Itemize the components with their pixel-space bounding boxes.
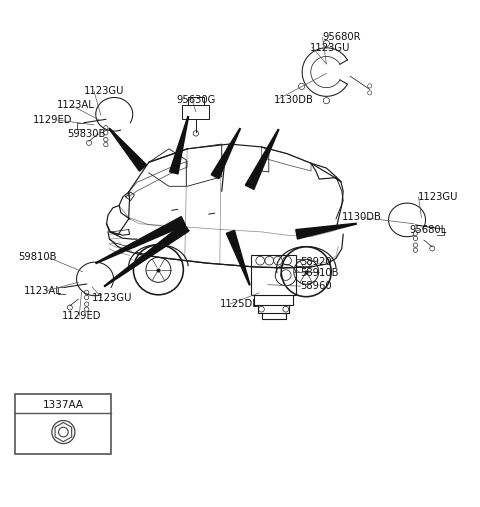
Text: 1130DB: 1130DB [274,95,313,105]
Text: 1129ED: 1129ED [61,311,101,321]
Bar [15,394,111,454]
Text: 1123GU: 1123GU [418,192,458,202]
Polygon shape [96,216,185,264]
Text: 59810B: 59810B [18,252,57,262]
Text: 1125DL: 1125DL [220,299,259,309]
Polygon shape [296,223,356,239]
Text: 1123AL: 1123AL [57,100,95,110]
Text: 58920: 58920 [300,257,332,267]
Bar [251,256,296,295]
Polygon shape [245,129,279,190]
Polygon shape [104,223,189,286]
Text: 95630G: 95630G [177,95,216,105]
Text: 58960: 58960 [300,281,332,291]
Polygon shape [169,117,189,174]
Text: 1129ED: 1129ED [33,115,72,125]
Text: 59830B: 59830B [67,129,106,139]
Text: 1123GU: 1123GU [84,86,124,96]
Bar [188,97,204,105]
Text: 1337AA: 1337AA [43,400,84,410]
Text: 95680R: 95680R [323,31,361,42]
Text: 1123GU: 1123GU [310,43,350,53]
Text: 95680L: 95680L [409,226,446,235]
Text: 58910B: 58910B [300,268,339,278]
Polygon shape [109,128,147,171]
Text: 1130DB: 1130DB [342,212,382,223]
Text: 1123AL: 1123AL [24,286,62,296]
Polygon shape [227,230,250,285]
Text: 1123GU: 1123GU [92,293,132,303]
Polygon shape [211,128,240,178]
Bar [182,105,209,119]
